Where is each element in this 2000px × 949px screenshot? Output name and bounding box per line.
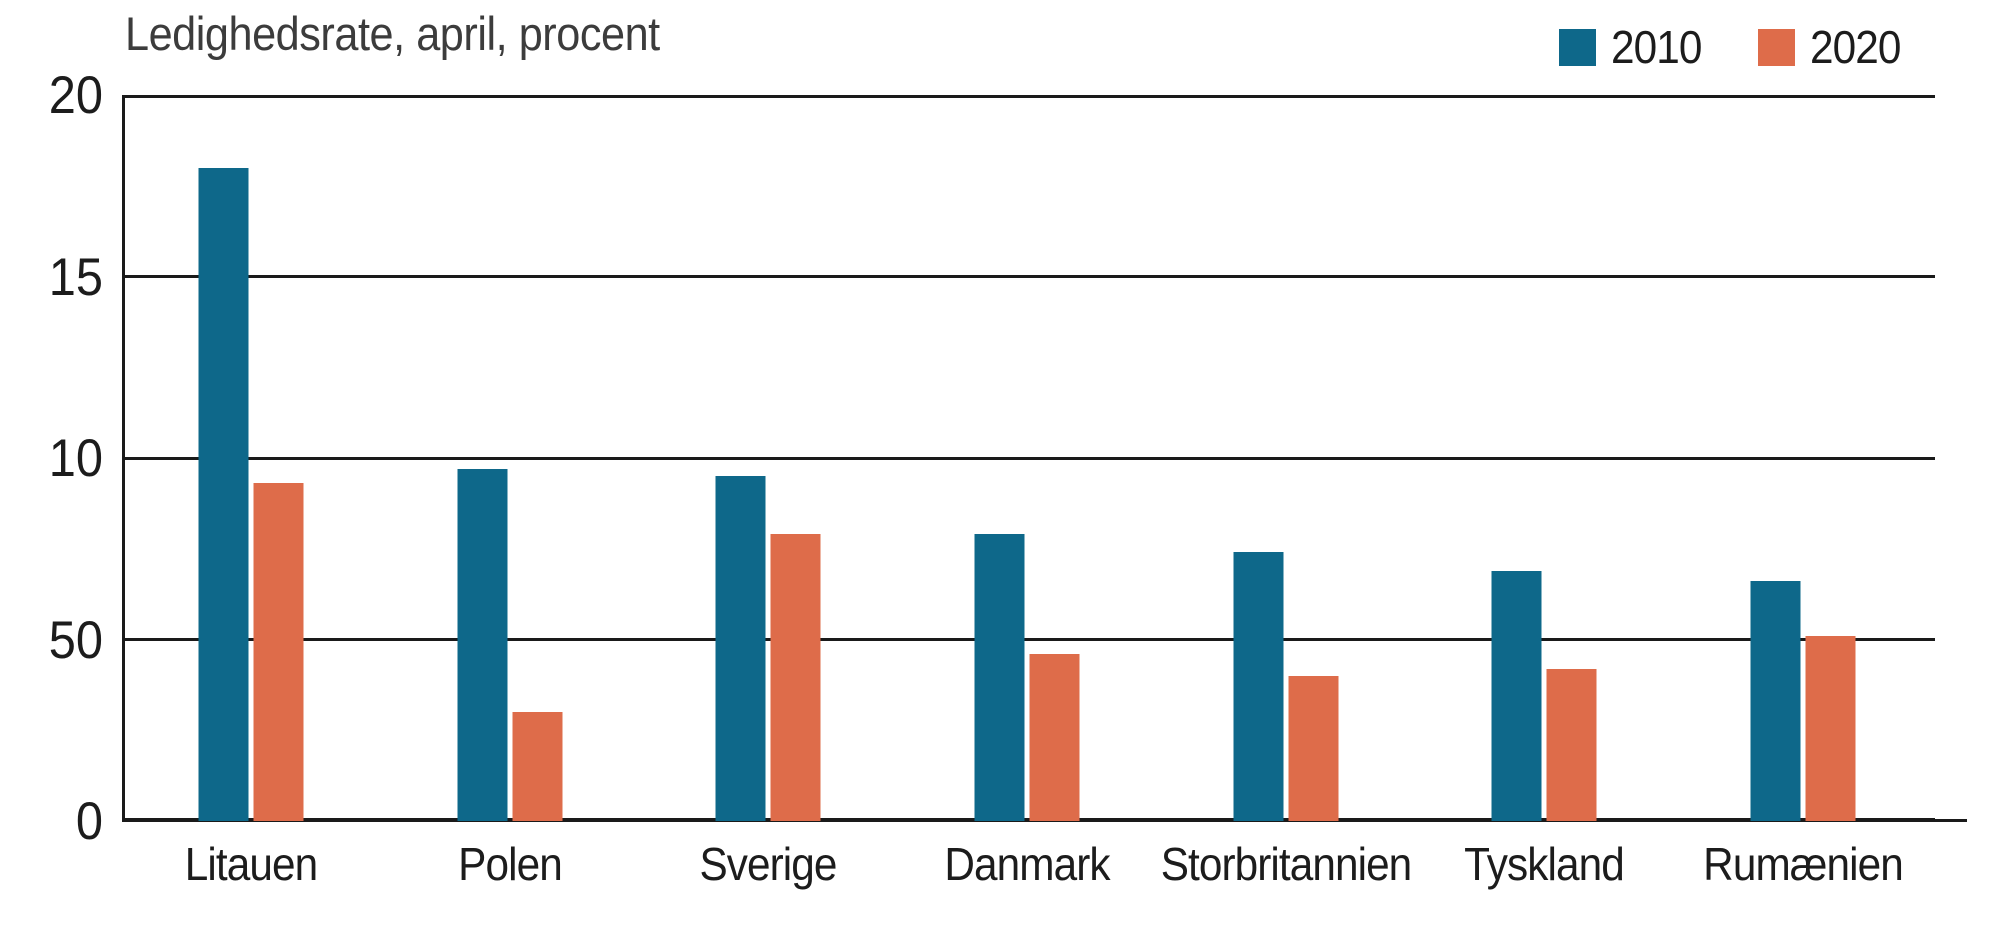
y-tick-label-10: 10 (48, 429, 103, 488)
y-tick-label-15: 15 (48, 247, 103, 307)
bar-2020-danmark (1029, 654, 1080, 821)
legend-swatch-2010 (1559, 28, 1597, 66)
x-axis-label-danmark: Danmark (944, 838, 1110, 890)
x-axis-label-litauen: Litauen (185, 838, 318, 890)
bar-2020-polen (512, 712, 563, 821)
bar-2010-sverige (715, 476, 766, 821)
bars-litauen (198, 95, 304, 821)
gridline-20 (125, 95, 1935, 98)
bar-group-danmark: Danmark (898, 95, 1157, 890)
x-axis-label-storbritannien: Storbritannien (1160, 838, 1412, 890)
bars-danmark (974, 95, 1080, 821)
legend: 2010 2020 (1559, 20, 1908, 74)
legend-item-2010: 2010 (1559, 20, 1709, 74)
bar-2020-litauen (253, 483, 304, 821)
bars-polen (457, 95, 563, 821)
bars-rumænien (1750, 95, 1856, 821)
bar-groups: Litauen Polen Sverige Danmark Storbritannien… (122, 95, 1932, 890)
bar-group-polen: Polen (381, 95, 640, 890)
x-axis-label-rumænien: Rumænien (1702, 838, 1904, 890)
bar-2010-danmark (974, 534, 1025, 821)
bars-sverige (715, 95, 821, 821)
bars-storbritannien (1233, 95, 1339, 821)
bar-group-tyskland: Tyskland (1415, 95, 1674, 890)
x-axis-label-tyskland: Tyskland (1464, 838, 1625, 890)
legend-label-2010: 2010 (1611, 21, 1702, 73)
bar-group-storbritannien: Storbritannien (1156, 95, 1415, 890)
gridline-15 (125, 275, 1935, 278)
gridline-10 (125, 456, 1935, 460)
bar-2020-storbritannien (1288, 675, 1339, 821)
y-tick-label-20: 20 (48, 66, 103, 125)
bar-group-sverige: Sverige (639, 95, 898, 890)
chart-title: Ledighedsrate, april, procent (125, 7, 660, 60)
bars-tyskland (1491, 95, 1597, 821)
bar-2020-rumænien (1805, 635, 1856, 821)
bar-2020-tyskland (1546, 668, 1597, 821)
bar-2010-storbritannien (1233, 552, 1284, 821)
legend-swatch-2020 (1757, 28, 1795, 66)
bar-2010-tyskland (1491, 570, 1542, 821)
bar-2010-litauen (198, 167, 249, 821)
y-tick-label-50: 50 (48, 610, 103, 670)
gridline-50 (125, 638, 1935, 641)
bar-2010-rumænien (1750, 581, 1801, 821)
bar-group-litauen: Litauen (122, 95, 381, 890)
y-tick-label-0: 0 (75, 792, 103, 851)
y-axis-tick-labels: 20 15 10 50 0 (0, 69, 103, 848)
legend-item-2020: 2020 (1757, 20, 1908, 74)
x-axis-label-polen: Polen (458, 838, 563, 890)
legend-label-2020: 2020 (1809, 21, 1901, 73)
bar-2010-polen (457, 468, 508, 821)
bar-group-rumænien: Rumænien (1673, 95, 1932, 890)
bar-2020-sverige (770, 534, 821, 821)
x-axis-label-sverige: Sverige (699, 838, 838, 890)
